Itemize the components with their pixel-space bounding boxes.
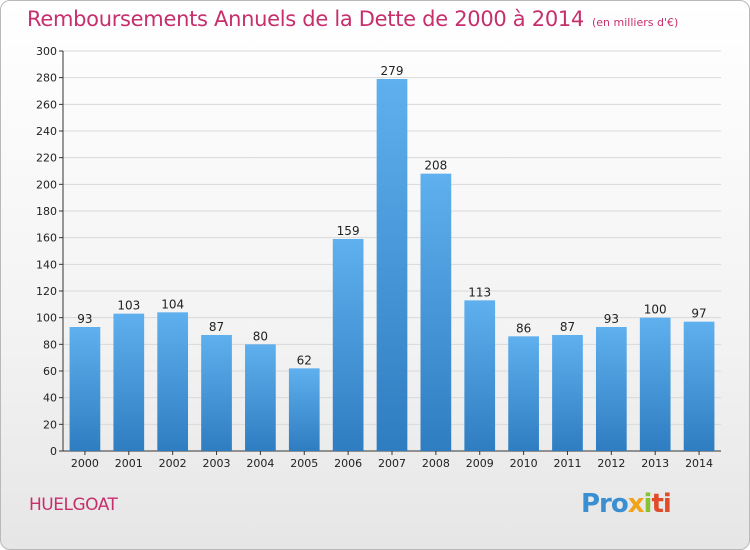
y-tick-label: 180	[36, 205, 57, 218]
bar-2003	[201, 335, 232, 451]
x-tick-label-2005: 2005	[290, 457, 318, 470]
y-tick-label: 120	[36, 285, 57, 298]
y-tick-label: 280	[36, 72, 57, 85]
bar-2009	[464, 300, 496, 451]
y-tick-label: 200	[36, 178, 57, 191]
data-label-2002: 104	[161, 297, 184, 311]
bar-2008	[420, 173, 452, 451]
y-tick-label: 240	[36, 125, 57, 138]
data-label-2011: 87	[560, 320, 575, 334]
bar-2007	[376, 79, 408, 451]
x-tick-label-2012: 2012	[597, 457, 625, 470]
bar-2006	[332, 239, 364, 451]
x-tick-label-2001: 2001	[115, 457, 143, 470]
bar-2002	[157, 312, 189, 451]
x-tick-label-2002: 2002	[159, 457, 187, 470]
x-tick-label-2011: 2011	[553, 457, 581, 470]
bar-2000	[69, 327, 101, 451]
chart-title-text: Remboursements Annuels de la Dette de 20…	[27, 7, 584, 31]
city-name: HUELGOAT	[29, 495, 118, 515]
bar-2013	[639, 317, 671, 451]
data-label-2004: 80	[253, 329, 268, 343]
bar-2005	[288, 368, 320, 451]
data-label-2010: 86	[516, 321, 531, 335]
x-tick-label-2007: 2007	[378, 457, 406, 470]
bar-2010	[508, 336, 539, 451]
bar-2014	[683, 321, 715, 451]
data-label-2012: 93	[604, 312, 619, 326]
proxiti-logo: Proxiti	[581, 489, 672, 519]
x-tick-label-2010: 2010	[510, 457, 538, 470]
bar-2001	[113, 313, 145, 451]
x-tick-label-2006: 2006	[334, 457, 362, 470]
x-tick-label-2003: 2003	[203, 457, 231, 470]
y-tick-label: 20	[43, 418, 57, 431]
data-label-2007: 279	[381, 64, 404, 78]
y-tick-label: 100	[36, 312, 57, 325]
data-label-2013: 100	[644, 303, 667, 317]
bar-2011	[552, 335, 583, 451]
x-tick-label-2013: 2013	[641, 457, 669, 470]
bar-2004	[245, 344, 276, 451]
y-tick-label: 60	[43, 365, 57, 378]
y-tick-label: 140	[36, 258, 57, 271]
y-tick-label: 40	[43, 392, 57, 405]
y-tick-label: 0	[50, 445, 57, 458]
x-tick-label-2004: 2004	[246, 457, 274, 470]
y-tick-label: 300	[36, 45, 57, 58]
data-label-2014: 97	[691, 307, 706, 321]
data-label-2009: 113	[468, 285, 491, 299]
bar-2012	[595, 327, 627, 451]
data-label-2008: 208	[424, 159, 447, 173]
chart-title: Remboursements Annuels de la Dette de 20…	[27, 7, 678, 31]
logo-part-3: i	[643, 489, 653, 519]
data-label-2000: 93	[77, 312, 92, 326]
y-tick-label: 260	[36, 98, 57, 111]
x-tick-label-2009: 2009	[466, 457, 494, 470]
x-tick-label-2014: 2014	[685, 457, 713, 470]
logo-part-2: x	[627, 489, 645, 519]
data-label-2001: 103	[117, 299, 140, 313]
logo-part-4: ti	[651, 489, 671, 519]
x-tick-label-2000: 2000	[71, 457, 99, 470]
data-label-2003: 87	[209, 320, 224, 334]
y-tick-label: 160	[36, 232, 57, 245]
logo-part-1: Pro	[581, 489, 629, 519]
x-tick-label-2008: 2008	[422, 457, 450, 470]
chart-unit: (en milliers d'€)	[592, 16, 679, 29]
y-tick-label: 220	[36, 152, 57, 165]
data-label-2006: 159	[337, 224, 360, 238]
data-label-2005: 62	[297, 353, 312, 367]
y-tick-label: 80	[43, 338, 57, 351]
